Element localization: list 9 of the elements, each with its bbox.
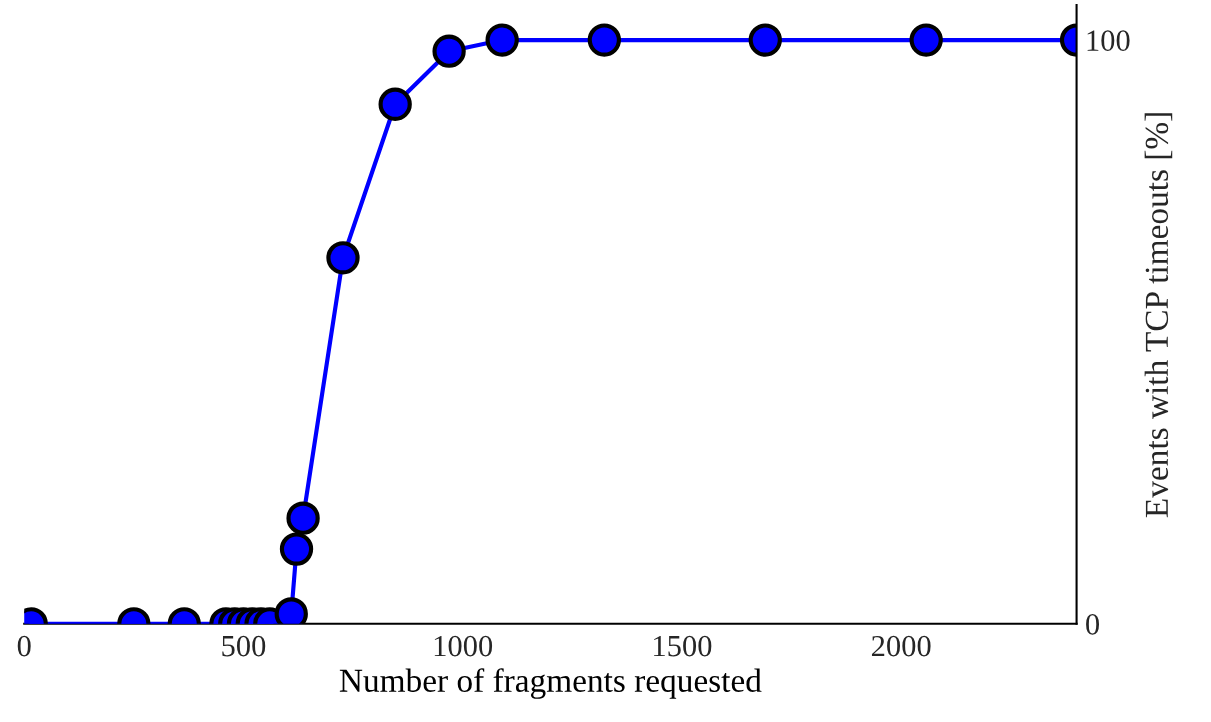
y2-tick-label: 0 (1086, 614, 1100, 635)
x-tick-label: 500 (222, 635, 266, 657)
x-tick-label: 1000 (434, 635, 493, 657)
y2-tick-label: 100 (1087, 30, 1130, 51)
y2-axis-title: Events with TCP timeouts [%] (1144, 113, 1173, 518)
x-tick-label: 1500 (654, 635, 712, 657)
x-axis-title: Number of fragments requested (339, 668, 762, 699)
x-tick-label: 2000 (871, 635, 931, 657)
x-tick-label: 0 (17, 635, 31, 657)
